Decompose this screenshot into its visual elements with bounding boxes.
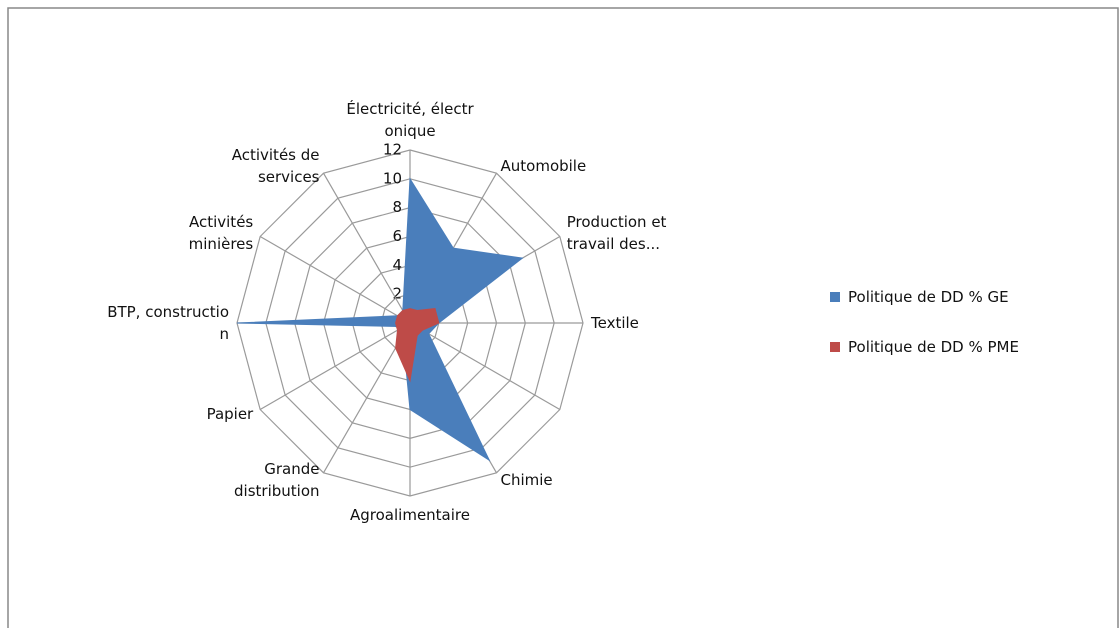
y-tick-label: 6: [392, 227, 402, 245]
category-label: Électricité, électr onique: [346, 100, 474, 140]
category-label: Grande distribution: [234, 459, 320, 500]
spoke: [409, 322, 561, 411]
y-tick-label: 10: [383, 169, 402, 187]
legend-item: Politique de DD % GE: [830, 288, 1009, 306]
category-label: Automobile: [500, 157, 587, 176]
category-label: Agroalimentaire: [350, 506, 470, 524]
frame: [7, 7, 1119, 628]
spoke: [259, 322, 411, 411]
category-label: Papier: [206, 404, 254, 423]
category-label: Production et travail des...: [566, 212, 667, 253]
category-label: Textile: [591, 314, 639, 332]
legend-swatch: [830, 292, 840, 302]
legend-label: Politique de DD % GE: [848, 288, 1009, 306]
radar-area: [395, 308, 440, 383]
category-label: Activités de services: [231, 146, 320, 187]
y-tick-label: 2: [392, 285, 402, 303]
spoke: [259, 235, 411, 324]
y-tick-label: 4: [392, 256, 402, 274]
y-tick-label: 12: [383, 141, 402, 159]
legend-item: Politique de DD % PME: [830, 338, 1019, 356]
category-label: BTP, constructio n: [107, 303, 229, 343]
y-tick-label: 8: [392, 198, 402, 216]
category-label: Chimie: [500, 470, 553, 489]
spoke: [322, 172, 411, 324]
legend-swatch: [830, 342, 840, 352]
legend-label: Politique de DD % PME: [848, 338, 1019, 356]
category-label: Activités minières: [188, 212, 254, 253]
